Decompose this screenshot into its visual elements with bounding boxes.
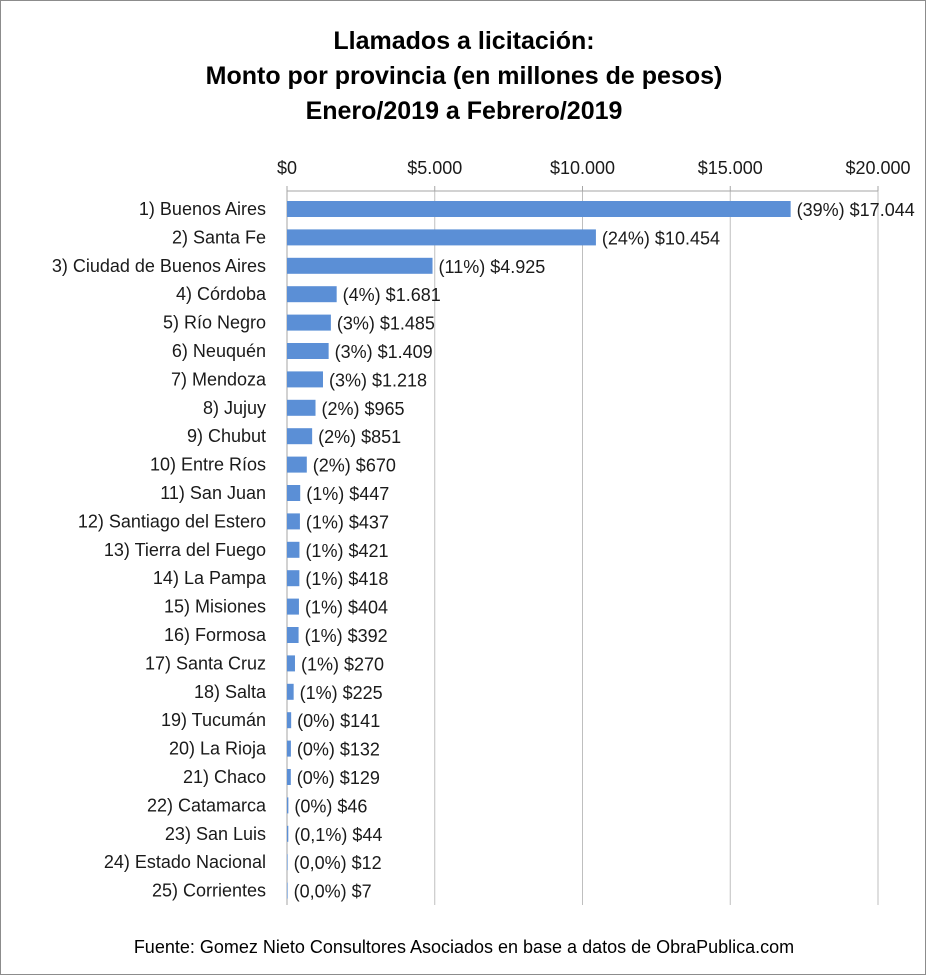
x-tick-label: $20.000 xyxy=(845,158,910,178)
data-label: (2%) $965 xyxy=(322,399,405,419)
category-label: 24) Estado Nacional xyxy=(104,852,266,872)
data-label: (3%) $1.409 xyxy=(335,342,433,362)
category-label: 11) San Juan xyxy=(160,483,266,503)
data-label: (1%) $437 xyxy=(306,512,389,532)
bar xyxy=(287,797,289,814)
data-label: (0,0%) $12 xyxy=(294,853,382,873)
data-label: (0,0%) $7 xyxy=(294,882,372,902)
bar xyxy=(287,627,299,643)
bar xyxy=(287,399,316,416)
category-label: 3) Ciudad de Buenos Aires xyxy=(52,256,266,276)
data-label: (0%) $129 xyxy=(297,768,380,788)
bar xyxy=(287,825,289,842)
bar xyxy=(287,485,301,501)
category-label: 5) Río Negro xyxy=(163,313,266,333)
bar xyxy=(287,854,288,871)
category-label: 9) Chubut xyxy=(187,426,266,446)
data-label: (0%) $132 xyxy=(297,740,380,760)
category-label: 21) Chaco xyxy=(183,767,266,787)
data-label: (4%) $1.681 xyxy=(343,285,441,305)
data-label: (39%) $17.044 xyxy=(797,200,915,220)
data-label: (3%) $1.485 xyxy=(337,314,435,334)
data-label: (24%) $10.454 xyxy=(602,228,720,248)
data-label: (2%) $670 xyxy=(313,456,396,476)
category-label: 16) Formosa xyxy=(164,625,267,645)
bar xyxy=(287,428,313,445)
bar xyxy=(287,201,791,217)
category-label: 17) Santa Cruz xyxy=(145,653,266,673)
category-label: 2) Santa Fe xyxy=(172,227,266,247)
x-tick-label: $0 xyxy=(277,158,297,178)
data-label: (3%) $1.218 xyxy=(329,370,427,390)
x-tick-label: $15.000 xyxy=(698,158,763,178)
x-tick-label: $5.000 xyxy=(407,158,462,178)
bar xyxy=(287,257,433,274)
data-label: (0%) $141 xyxy=(297,711,380,731)
bar xyxy=(287,229,596,246)
category-label: 8) Jujuy xyxy=(203,398,266,418)
data-label: (1%) $270 xyxy=(301,654,384,674)
category-label: 10) Entre Ríos xyxy=(150,455,266,475)
data-label: (0%) $46 xyxy=(294,796,367,816)
bar xyxy=(287,371,323,388)
bar xyxy=(287,513,300,530)
chart-title-line: Enero/2019 a Febrero/2019 xyxy=(306,97,623,125)
chart-title-line: Llamados a licitación: xyxy=(333,27,594,55)
bar xyxy=(287,769,291,785)
bar xyxy=(287,286,337,303)
category-label: 14) La Pampa xyxy=(153,568,267,588)
bar xyxy=(287,598,299,615)
category-label: 15) Misiones xyxy=(164,597,266,617)
x-tick-label: $10.000 xyxy=(550,158,615,178)
data-label: (1%) $418 xyxy=(305,569,388,589)
bar xyxy=(287,882,288,899)
category-label: 12) Santiago del Estero xyxy=(78,511,266,531)
data-label: (1%) $392 xyxy=(305,626,388,646)
category-label: 19) Tucumán xyxy=(161,710,266,730)
bar xyxy=(287,456,307,473)
data-label: (1%) $404 xyxy=(305,598,388,618)
bar xyxy=(287,570,300,587)
category-label: 7) Mendoza xyxy=(171,369,267,389)
category-label: 22) Catamarca xyxy=(147,795,267,815)
category-label: 4) Córdoba xyxy=(176,284,267,304)
bar xyxy=(287,343,329,359)
source-note: Fuente: Gomez Nieto Consultores Asociado… xyxy=(134,937,794,957)
bar xyxy=(287,541,300,558)
category-label: 25) Corrientes xyxy=(152,881,266,901)
bar xyxy=(287,712,292,729)
bar xyxy=(287,314,331,331)
bar xyxy=(287,655,295,672)
data-label: (11%) $4.925 xyxy=(439,257,546,277)
category-label: 23) San Luis xyxy=(165,824,266,844)
data-label: (0,1%) $44 xyxy=(294,825,382,845)
category-label: 18) Salta xyxy=(194,682,267,702)
data-label: (1%) $421 xyxy=(305,541,388,561)
category-label: 6) Neuquén xyxy=(172,341,266,361)
data-label: (1%) $447 xyxy=(306,484,389,504)
data-label: (1%) $225 xyxy=(300,683,383,703)
chart-title-line: Monto por provincia (en millones de peso… xyxy=(206,62,723,90)
category-label: 1) Buenos Aires xyxy=(139,199,266,219)
data-label: (2%) $851 xyxy=(318,427,401,447)
category-label: 20) La Rioja xyxy=(169,739,267,759)
category-label: 13) Tierra del Fuego xyxy=(104,540,266,560)
bar xyxy=(287,740,291,757)
bar xyxy=(287,683,294,700)
